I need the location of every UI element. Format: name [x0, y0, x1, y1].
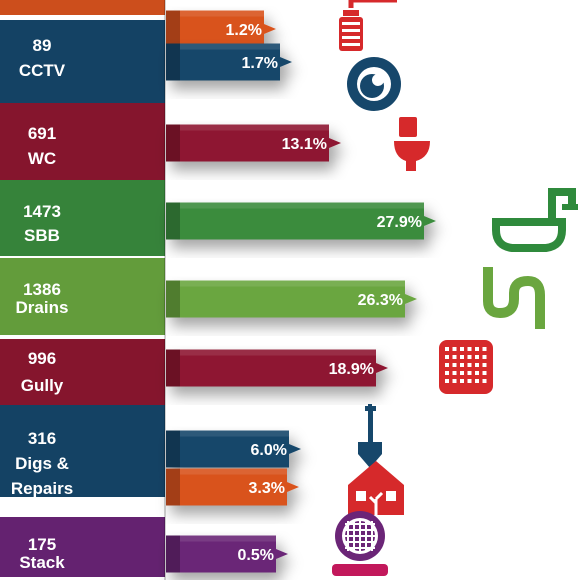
label-block-shade: [0, 258, 165, 335]
percent-label: 1.7%: [242, 55, 278, 72]
percent-label: 18.9%: [329, 361, 374, 378]
name-label: Drains: [16, 298, 69, 317]
percent-label: 3.3%: [249, 480, 285, 497]
name-label: Stack: [19, 553, 65, 572]
bar-highlight: [180, 430, 289, 437]
value-bar: [166, 535, 288, 573]
count-label: 89: [33, 36, 52, 55]
count-label: 1473: [23, 202, 61, 221]
bar-fold: [166, 10, 180, 48]
name-label: SBB: [24, 226, 60, 245]
label-block: [0, 258, 165, 335]
label-block-shade: [0, 0, 165, 15]
percent-label: 27.9%: [377, 214, 422, 231]
bar-highlight: [180, 349, 376, 356]
bar-fold: [166, 468, 180, 506]
gully-grate-icon: [439, 340, 493, 394]
bar-rows: 1.2% 1.7% 89 CCTV 13.1% 691 WC 27.9% 1473 SBB 26.3…: [0, 0, 436, 577]
row-wc: 13.1% 691 WC: [0, 103, 341, 182]
row-cctv-survey: 1.7% 89 CCTV: [0, 20, 292, 104]
label-block: [0, 180, 165, 256]
bar-highlight: [180, 43, 280, 50]
label-block-shade: [0, 339, 165, 406]
oil-hose-icon: [339, 0, 397, 51]
bar-fold: [166, 280, 180, 318]
drain-pipe-icon: [483, 267, 545, 329]
bar-highlight: [180, 468, 287, 475]
bar-fold: [166, 349, 180, 387]
value-bar: [166, 349, 388, 387]
toilet-icon: [394, 117, 430, 171]
row-row-7: 3.3%: [166, 468, 299, 506]
label-block: [0, 405, 165, 497]
label-block: [0, 339, 165, 406]
label-block-shade: [0, 405, 165, 497]
value-bar: [166, 430, 301, 468]
label-block-shade: [0, 517, 165, 577]
row-sbb: 27.9% 1473 SBB: [0, 180, 436, 256]
name-label: Repairs: [11, 479, 73, 498]
name-label: Gully: [21, 376, 64, 395]
label-block-shade: [0, 103, 165, 182]
percent-label: 1.2%: [226, 22, 262, 39]
row-oil: 1.2%: [0, 0, 276, 48]
count-label: 996: [28, 349, 56, 368]
label-block-shade: [0, 20, 165, 104]
percent-label: 26.3%: [358, 292, 403, 309]
value-bar: [166, 202, 436, 240]
count-label: 316: [28, 429, 56, 448]
name-label: CCTV: [19, 61, 66, 80]
count-label: 1386: [23, 280, 61, 299]
value-bar: [166, 10, 276, 48]
percent-label: 6.0%: [251, 442, 287, 459]
bar-fold: [166, 202, 180, 240]
value-bar: [166, 124, 341, 162]
manhole-cover-icon: [332, 511, 388, 576]
bar-fold: [166, 43, 180, 81]
cctv-camera-icon: [347, 57, 401, 111]
name-label: Digs &: [15, 454, 69, 473]
bar-highlight: [180, 10, 264, 17]
bar-highlight: [180, 124, 329, 131]
bar-fold: [166, 124, 180, 162]
value-bar: [166, 43, 292, 81]
label-block: [0, 0, 165, 15]
value-bar: [166, 280, 417, 318]
row-gully: 18.9% 996 Gully: [0, 339, 388, 406]
percent-label: 0.5%: [238, 547, 274, 564]
value-bar: [166, 468, 299, 506]
row-digs-repairs: 6.0% 316 Digs & Repairs: [0, 405, 301, 498]
house-icon: [348, 461, 404, 515]
label-block-shade: [0, 180, 165, 256]
label-block: [0, 517, 165, 577]
icon-column: [332, 0, 578, 576]
count-label: 175: [28, 535, 56, 554]
bar-highlight: [180, 202, 424, 209]
percent-label: 13.1%: [282, 136, 327, 153]
bar-highlight: [180, 535, 276, 542]
bar-fold: [166, 430, 180, 468]
bathtub-icon: [492, 188, 578, 252]
count-label: 691: [28, 124, 56, 143]
bar-highlight: [180, 280, 405, 287]
label-block: [0, 103, 165, 182]
bar-fold: [166, 535, 180, 573]
shovel-icon: [358, 406, 382, 468]
label-block: [0, 20, 165, 104]
name-label: WC: [28, 149, 56, 168]
